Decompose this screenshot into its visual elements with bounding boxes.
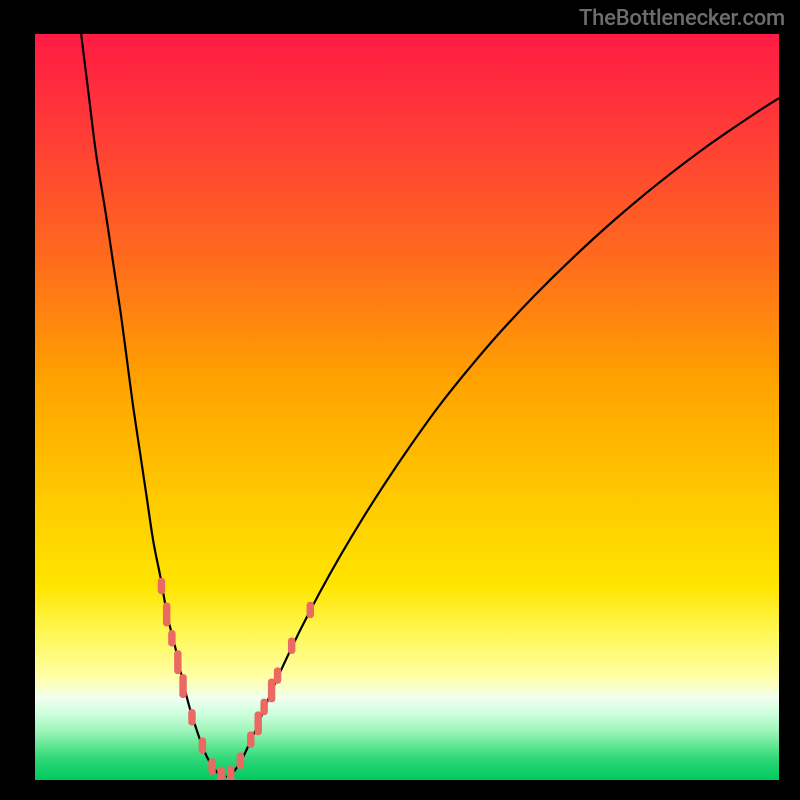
marker [260,699,267,715]
marker [199,737,206,753]
markers [158,578,314,780]
watermark-text: TheBottlenecker.com [579,6,785,31]
marker [168,630,175,646]
marker [268,679,275,703]
marker [208,758,215,774]
marker [158,578,165,594]
left-curve [81,34,223,777]
marker [163,602,170,626]
marker [254,711,261,735]
chart-svg [35,34,779,780]
marker [274,667,281,683]
frame: TheBottlenecker.com [0,0,800,800]
marker [237,752,244,768]
right-curve [226,98,779,777]
marker [217,767,224,780]
marker [174,650,181,674]
marker [288,638,295,654]
marker [179,674,186,698]
marker [247,732,254,748]
plot-area [35,34,779,780]
marker [307,602,314,618]
marker [227,766,234,780]
marker [188,709,195,725]
curves [81,34,779,777]
